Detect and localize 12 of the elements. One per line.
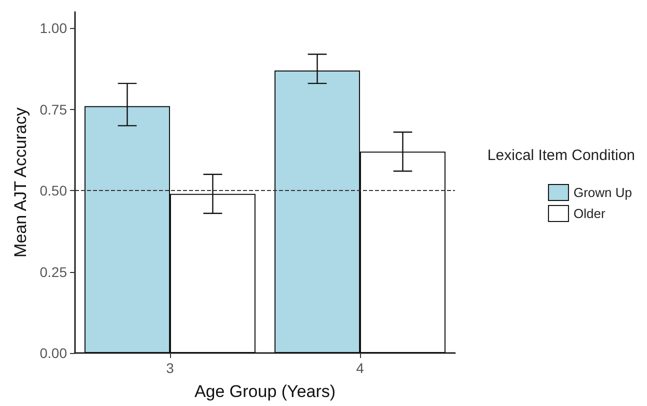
y-tick-label: 0.25 [40,264,68,280]
legend-title: Lexical Item Condition [487,147,635,164]
x-tick-label: 3 [166,360,174,376]
y-tick-label: 0.75 [40,101,68,118]
legend-label: Grown Up [573,185,632,200]
x-axis-title: Age Group (Years) [194,382,336,401]
legend-label: Older [573,206,606,221]
y-tick-label: 0.50 [40,182,68,199]
y-axis-title: Mean AJT Accuracy [10,107,30,258]
x-tick-label: 4 [356,360,364,376]
y-tick-label: 1.00 [40,20,68,36]
y-tick-label: 0.00 [40,345,68,361]
